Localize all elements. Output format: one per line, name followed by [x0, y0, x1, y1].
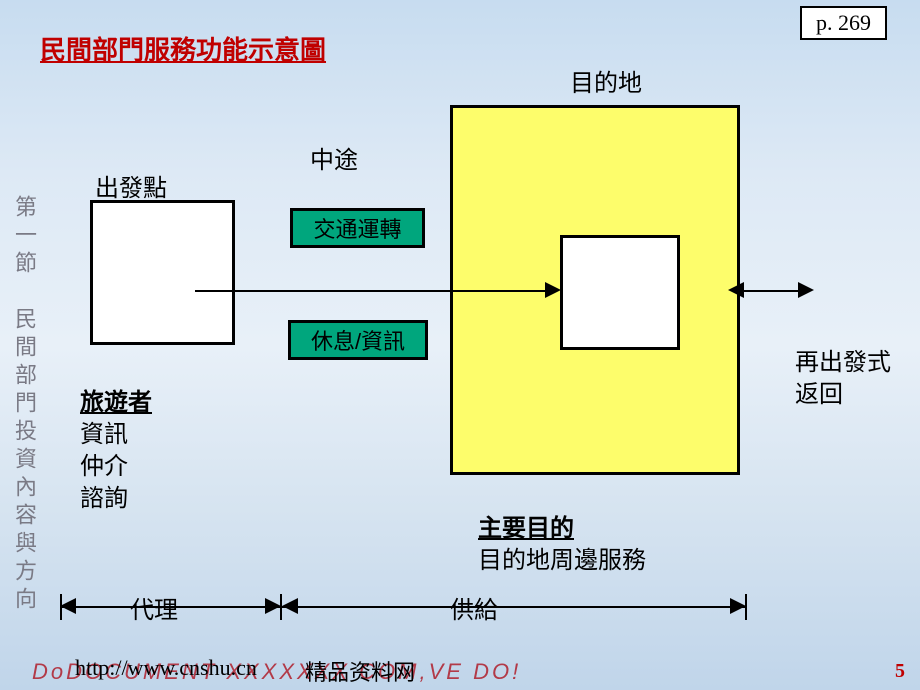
page-title: 民間部門服務功能示意圖	[40, 30, 326, 67]
destination-inner-box	[560, 235, 680, 350]
main-arrow-line	[195, 290, 545, 292]
midway-label: 中途	[310, 140, 358, 175]
footer-brand: 精品资料网	[305, 655, 415, 687]
right-arrow-line	[743, 290, 799, 292]
main-heading: 主要目的	[478, 508, 574, 543]
tourist-line2: 仲介	[80, 446, 128, 481]
redeparture-line2: 返回	[795, 374, 843, 409]
ruler-arrow-r1	[265, 598, 281, 614]
footer-url: http://www.cnshu.cn	[75, 655, 257, 681]
ruler-arrow-l1	[60, 598, 76, 614]
page-reference: p. 269	[800, 6, 887, 40]
agency-label: 代理	[130, 590, 178, 625]
right-arrow-head-l	[728, 282, 744, 298]
origin-label: 出發點	[95, 168, 167, 203]
rest-info-box: 休息/資訊	[288, 320, 428, 360]
main-line1: 目的地周邊服務	[478, 540, 646, 575]
tourist-line3: 諮詢	[80, 478, 128, 513]
tourist-line1: 資訊	[80, 414, 128, 449]
tourist-heading: 旅遊者	[80, 382, 152, 417]
main-arrow-head	[545, 282, 561, 298]
transport-box: 交通運轉	[290, 208, 425, 248]
ruler-arrow-l2	[282, 598, 298, 614]
ruler-tick-3	[745, 594, 747, 620]
section-label: 第一節 民間部門投資內容與方向	[8, 195, 40, 615]
supply-label: 供給	[450, 590, 498, 625]
redeparture-line1: 再出發式	[795, 342, 891, 377]
destination-label: 目的地	[570, 63, 642, 98]
page-number: 5	[895, 660, 905, 683]
ruler-arrow-r2	[730, 598, 746, 614]
right-arrow-head-r	[798, 282, 814, 298]
origin-box	[90, 200, 235, 345]
ruler-line-2	[282, 606, 745, 608]
